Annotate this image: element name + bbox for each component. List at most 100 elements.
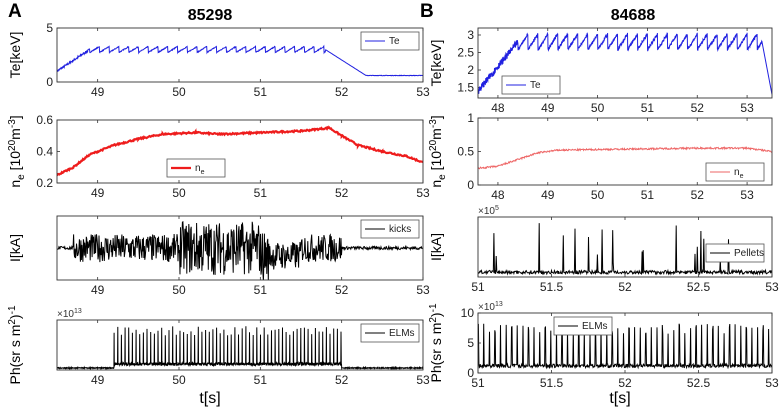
axis-multiplier: ×105: [478, 205, 499, 217]
x-tick-label: 53: [765, 280, 779, 294]
x-tick-label: 52: [618, 280, 632, 294]
legend: kicks: [361, 220, 419, 238]
x-tick-label: 48: [491, 188, 505, 202]
x-tick-label: 49: [91, 373, 105, 387]
shot-title: 85298: [188, 7, 233, 24]
y-tick-label: 5: [46, 21, 53, 35]
subplot-3: 51 51.5 52 52.5 53 ×105 Pellets I[kA]: [428, 205, 779, 294]
subplot-2: 48 49 50 51 52 53 0 0.5 1 ne ne [1020m-3]: [428, 111, 772, 202]
y-axis-label: ne [1020m-3]: [7, 115, 27, 187]
panel-letter: A: [8, 1, 22, 22]
panel-b: B 84688t[s]48 49 50 51 52 531.522.53TeTe[keV]4…: [420, 1, 779, 407]
y-axis-label: I[kA]: [7, 234, 23, 262]
y-tick-label: 0.5: [457, 145, 474, 159]
legend: Te: [361, 32, 419, 50]
legend: ne: [167, 159, 225, 177]
x-tick-label: 52.5: [687, 376, 711, 390]
legend-label: kicks: [389, 224, 411, 235]
x-tick-label: 53: [740, 188, 754, 202]
subplot-1: 49 50 51 52 53 0 5 Te Te[keV]: [7, 21, 430, 99]
y-tick-label: 2: [467, 63, 474, 77]
y-tick-label: 3: [467, 28, 474, 42]
y-tick-label: 0: [467, 366, 474, 380]
x-tick-label: 52: [335, 85, 349, 99]
legend-label: Te: [389, 36, 400, 47]
plot-area: [57, 46, 423, 75]
y-tick-label: 0.4: [36, 145, 53, 159]
legend: ELMs: [554, 317, 612, 335]
axis-multiplier: ×1013: [478, 301, 503, 313]
x-tick-label: 52: [691, 188, 705, 202]
x-tick-label: 50: [172, 373, 186, 387]
y-axis-label: ne [1020m-3]: [428, 115, 448, 187]
x-tick-label: 52.5: [687, 280, 711, 294]
x-tick-label: 50: [172, 283, 186, 297]
x-tick-label: 53: [765, 376, 779, 390]
y-tick-label: 10: [461, 306, 475, 320]
x-tick-label: 49: [541, 101, 555, 115]
series-line: [57, 46, 423, 75]
x-tick-label: 52: [618, 376, 632, 390]
legend: Te: [502, 76, 560, 94]
x-tick-label: 50: [172, 186, 186, 200]
plot-area: [478, 324, 772, 368]
legend: ELMs: [361, 324, 419, 342]
y-tick-label: 0.2: [36, 176, 53, 190]
panel-letter: B: [420, 1, 434, 22]
subplot-4: 49 50 51 52 53 ×1013 ELMs Ph(sr s m2)-1: [7, 305, 430, 387]
x-tick-label: 51.5: [540, 280, 564, 294]
legend: Pellets: [706, 244, 764, 262]
subplot-4: 51 51.5 52 52.5 53 0 5 10 ×1013 ELMs Ph(sr s m2)-1: [428, 301, 779, 390]
x-tick-label: 52: [335, 186, 349, 200]
subplot-1: 48 49 50 51 52 53 1.5 2 2.5 3 Te Te[keV]: [428, 28, 772, 115]
y-tick-label: 1.5: [457, 81, 474, 95]
x-tick-label: 51: [471, 280, 485, 294]
legend-label: ELMs: [389, 328, 415, 339]
y-tick-label: 0: [46, 75, 53, 89]
shot-title: 84688: [611, 7, 656, 24]
y-axis-label: I[kA]: [428, 233, 444, 261]
x-tick-label: 52: [335, 283, 349, 297]
legend-label: Pellets: [734, 248, 764, 259]
x-axis-label: t[s]: [199, 390, 220, 407]
x-tick-label: 51.5: [540, 376, 564, 390]
x-tick-label: 49: [91, 283, 105, 297]
x-tick-label: 49: [91, 186, 105, 200]
y-tick-label: 0: [467, 178, 474, 192]
subplot-2: 49 50 51 52 530.20.40.6nene [1020m-3]: [7, 113, 430, 200]
y-tick-label: 1: [467, 111, 474, 125]
x-tick-label: 53: [416, 283, 430, 297]
x-tick-label: 51: [254, 283, 268, 297]
panel-a: A 85298 t[s] 49 50 51 52 53 0 5 Te Te[keV] 49 50 51 52 5…: [7, 1, 430, 407]
x-tick-label: 51: [641, 188, 655, 202]
x-tick-label: 49: [541, 188, 555, 202]
y-tick-label: 2.5: [457, 46, 474, 60]
x-tick-label: 53: [740, 101, 754, 115]
legend: ne: [706, 163, 764, 181]
x-tick-label: 51: [254, 85, 268, 99]
axis-multiplier: ×1013: [57, 308, 82, 320]
subplot-3: 49 50 51 52 53 kicks I[kA]: [7, 216, 430, 297]
x-tick-label: 52: [335, 373, 349, 387]
axes-frame: [57, 120, 423, 183]
x-axis-label: t[s]: [609, 390, 630, 407]
y-axis-label: Te[keV]: [7, 32, 23, 79]
x-tick-label: 50: [172, 85, 186, 99]
x-tick-label: 51: [254, 186, 268, 200]
legend-label: Te: [530, 80, 541, 91]
x-tick-label: 49: [91, 85, 105, 99]
x-tick-label: 52: [691, 101, 705, 115]
y-axis-label: Te[keV]: [428, 40, 444, 87]
figure-canvas: A 85298t[s]49 50 51 52 5305TeTe[keV]49 50 51 52 5…: [0, 0, 782, 412]
x-tick-label: 50: [591, 188, 605, 202]
legend-label: ELMs: [582, 321, 608, 332]
series-line: [478, 324, 772, 368]
series-line: [57, 127, 423, 175]
y-tick-label: 5: [467, 336, 474, 350]
plot-area: [57, 127, 423, 175]
y-axis-label: Ph(sr s m2)-1: [7, 305, 23, 384]
y-axis-label: Ph(sr s m2)-1: [428, 303, 444, 382]
y-tick-label: 0.6: [36, 113, 53, 127]
x-tick-label: 48: [491, 101, 505, 115]
x-tick-label: 51: [254, 373, 268, 387]
